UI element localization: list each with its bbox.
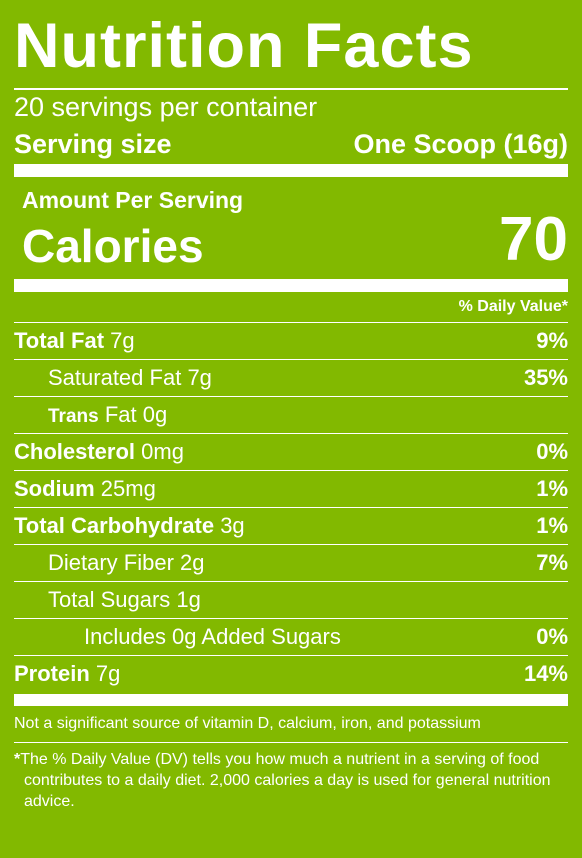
nutrient-dv: 9% — [536, 328, 568, 353]
nutrient-amount: 2g — [180, 550, 205, 575]
calories-value: 70 — [499, 205, 568, 274]
serving-size: Serving size One Scoop (16g) — [14, 124, 568, 164]
serving-size-value: One Scoop (16g) — [353, 129, 568, 159]
title: Nutrition Facts — [14, 11, 474, 81]
rule — [14, 88, 568, 90]
nutrient-name: Cholesterol — [14, 439, 136, 464]
nutrient-amount: 0mg — [141, 439, 184, 464]
nutrient-name: Trans — [48, 406, 99, 427]
nutrient-amount: 7g — [187, 365, 212, 390]
nutrient-dv: 0% — [536, 624, 568, 649]
nutrient-row: Total Sugars 1g — [14, 582, 568, 619]
footnote-text: The % Daily Value (DV) tells you how muc… — [20, 751, 551, 810]
vitamins-note: Not a significant source of vitamin D, c… — [14, 706, 568, 743]
nutrient-dv: 1% — [536, 476, 568, 501]
nutrient-amount: Fat 0g — [104, 402, 168, 427]
footnote-marker: * — [14, 751, 21, 768]
nutrient-row: Protein 7g 14% — [14, 656, 568, 692]
nutrient-amount: 1g — [176, 587, 201, 612]
nutrient-row: Total Carbohydrate 3g 1% — [14, 508, 568, 545]
nutrient-dv: 7% — [536, 550, 568, 575]
nutrient-row: Saturated Fat 7g 35% — [14, 360, 568, 397]
nutrient-name: Total Fat — [14, 328, 105, 353]
nutrient-name: Saturated Fat — [48, 365, 182, 390]
nutrient-row: Total Fat 7g 9% — [14, 323, 568, 360]
nutrient-row: Cholesterol 0mg 0% — [14, 434, 568, 471]
serving-size-label: Serving size — [14, 129, 172, 159]
servings: 20 servings per container — [14, 92, 318, 122]
nutrient-amount: 25mg — [100, 476, 156, 501]
footnote: *The % Daily Value (DV) tells you how mu… — [14, 743, 568, 812]
nutrient-name: Total Carbohydrate — [14, 513, 215, 538]
nutrient-dv: 35% — [523, 365, 568, 390]
nutrient-dv: 1% — [536, 513, 568, 538]
nutrient-row: Includes 0g Added Sugars 0% — [14, 619, 568, 656]
nutrient-name: Protein — [14, 661, 90, 686]
calories: Calories 70 — [14, 209, 568, 272]
nutrient-name: Dietary Fiber — [48, 550, 174, 575]
daily-value-header: % Daily Value* — [14, 292, 568, 323]
thick-rule — [14, 164, 568, 177]
calories-label: Calories — [22, 220, 204, 272]
nutrient-amount: 3g — [220, 513, 245, 538]
nutrient-name: Total Sugars — [48, 587, 171, 612]
nutrient-dv: 14% — [523, 661, 568, 686]
nutrient-row: Trans Fat 0g — [14, 397, 568, 434]
nutrient-amount: 7g — [110, 328, 135, 353]
thick-rule — [14, 279, 568, 292]
nutrient-dv: 0% — [536, 439, 568, 464]
thick-rule — [14, 694, 568, 706]
nutrient-name: Sodium — [14, 476, 95, 501]
amount-per-serving: Amount Per Serving — [22, 187, 244, 213]
nutrient-amount: 7g — [95, 661, 121, 686]
nutrient-row: Sodium 25mg 1% — [14, 471, 568, 508]
nutrient-name: Includes 0g Added Sugars — [84, 624, 341, 649]
nutrient-row: Dietary Fiber 2g 7% — [14, 545, 568, 582]
